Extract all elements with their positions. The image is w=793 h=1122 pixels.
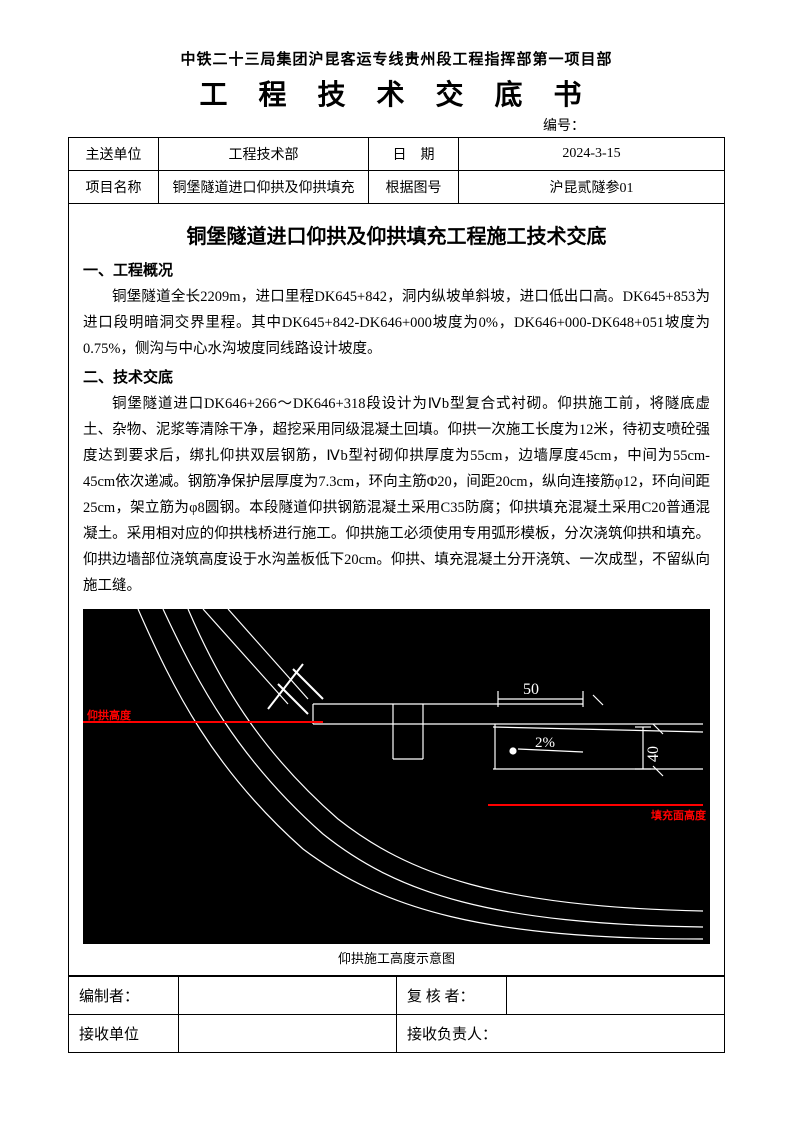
- drawing-label: 根据图号: [369, 171, 459, 204]
- header-title: 工 程 技 术 交 底 书: [68, 73, 725, 113]
- proj-name-value: 铜堡隧道进口仰拱及仰拱填充: [159, 171, 369, 204]
- reviewer-label: 复 核 者：: [397, 977, 507, 1015]
- footer-table: 编制者： 复 核 者： 接收单位 接收负责人：: [68, 976, 725, 1053]
- recv-unit-value: [179, 1015, 397, 1053]
- recv-person-label: 接收负责人：: [397, 1015, 725, 1053]
- content-area: 铜堡隧道进口仰拱及仰拱填充工程施工技术交底 一、工程概况 铜堡隧道全长2209m…: [68, 204, 725, 976]
- diagram-left-label: 仰拱高度: [87, 707, 131, 723]
- diagram-right-label: 填充面高度: [651, 807, 706, 823]
- dim-50-text: 50: [523, 681, 539, 698]
- proj-name-label: 项目名称: [69, 171, 159, 204]
- sub-title: 铜堡隧道进口仰拱及仰拱填充工程施工技术交底: [83, 220, 710, 249]
- compiler-value: [179, 977, 397, 1015]
- diagram-caption: 仰拱施工高度示意图: [83, 948, 710, 967]
- section1-p1: 铜堡隧道全长2209m，进口里程DK645+842，洞内纵坡单斜坡，进口低出口高…: [83, 284, 710, 362]
- date-value: 2024-3-15: [459, 138, 725, 171]
- send-unit-label: 主送单位: [69, 138, 159, 171]
- recv-unit-label: 接收单位: [69, 1015, 179, 1053]
- info-table: 主送单位 工程技术部 日 期 2024-3-15 项目名称 铜堡隧道进口仰拱及仰…: [68, 137, 725, 204]
- section1-head: 一、工程概况: [83, 259, 710, 280]
- diagram-box: 50 40 2% 仰拱高度 填充面高度: [83, 609, 710, 944]
- date-label: 日 期: [369, 138, 459, 171]
- send-unit-value: 工程技术部: [159, 138, 369, 171]
- doc-no-label: 编号：: [543, 119, 585, 134]
- diagram-svg: 50 40 2%: [83, 609, 703, 944]
- section2-head: 二、技术交底: [83, 366, 710, 387]
- drawing-value: 沪昆贰隧参01: [459, 171, 725, 204]
- compiler-label: 编制者：: [69, 977, 179, 1015]
- doc-number-row: 编号：: [68, 115, 725, 135]
- reviewer-value: [507, 977, 725, 1015]
- header-org: 中铁二十三局集团沪昆客运专线贵州段工程指挥部第一项目部: [68, 48, 725, 69]
- dim-2pct-text: 2%: [535, 735, 555, 751]
- red-line-right: [488, 804, 703, 806]
- dim-40-text: 40: [645, 746, 662, 762]
- section2-p1: 铜堡隧道进口DK646+266～DK646+318段设计为Ⅳb型复合式衬砌。仰拱…: [83, 391, 710, 599]
